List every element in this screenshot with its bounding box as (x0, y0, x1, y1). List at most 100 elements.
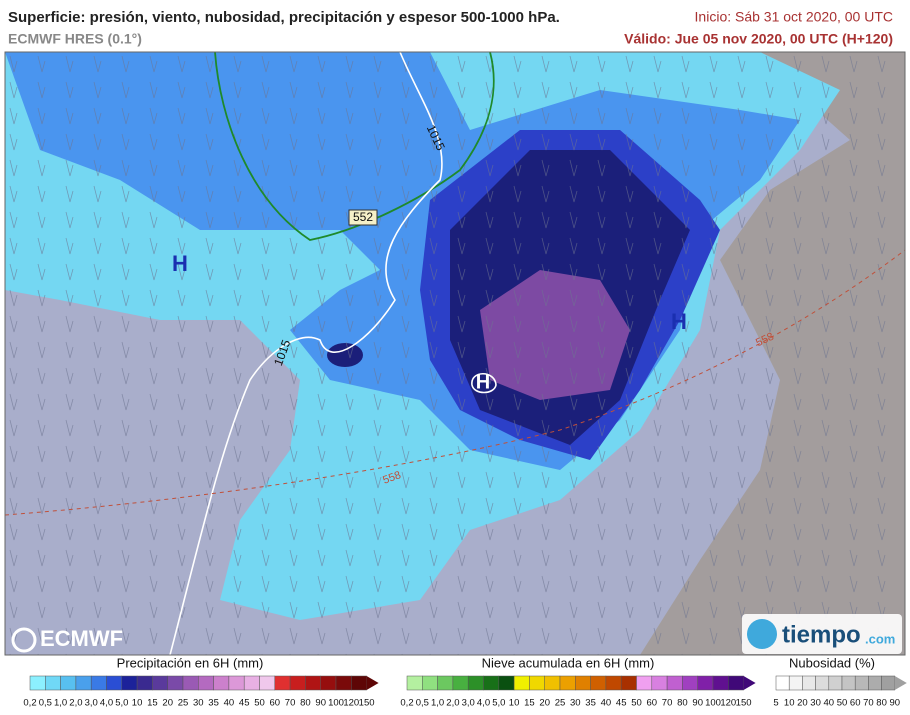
legend-title: Nubosidad (%) (789, 655, 875, 670)
legend-swatch (697, 675, 714, 691)
high-label: H (476, 371, 490, 393)
legend-swatch (406, 675, 423, 691)
thickness-box (348, 209, 378, 226)
valid-time: Válido: Jue 05 nov 2020, 00 UTC (H+120) (624, 31, 893, 47)
wind-barbs (5, 52, 905, 655)
legend-label: 5,0 (115, 698, 128, 709)
legend-label: 0,2 (23, 698, 36, 709)
legend-label: 20 (539, 698, 550, 709)
legend-swatch (228, 675, 245, 691)
legend-title: Nieve acumulada en 6H (mm) (482, 655, 655, 670)
legend-label: 1,0 (54, 698, 67, 709)
legend-swatch (854, 675, 869, 691)
legend-swatch (828, 675, 843, 691)
thickness-line (5, 249, 905, 516)
legend-swatch (152, 675, 168, 691)
legend-swatch (666, 675, 683, 691)
legend-label: 25 (178, 698, 189, 709)
legend-label: 40 (224, 698, 235, 709)
legend-swatch (651, 675, 668, 691)
legend-swatch (590, 675, 607, 691)
isobar-white (169, 52, 443, 655)
legend-swatch (788, 675, 803, 691)
legend-label: 15 (147, 698, 158, 709)
legend-swatch (106, 675, 123, 691)
legend-label: 60 (270, 698, 281, 709)
thickness-label: 552 (353, 210, 373, 224)
legend-swatch (513, 675, 530, 691)
legend-swatch (198, 675, 214, 691)
map-title: Superficie: presión, viento, nubosidad, … (8, 9, 560, 26)
legend-title: Precipitación en 6H (mm) (117, 655, 264, 670)
legend-swatch (529, 675, 545, 691)
tiempo-logo-bg (742, 614, 902, 654)
tiempo-logo: tiempo (782, 621, 861, 648)
legend-label: 10 (132, 698, 143, 709)
legend-label: 40 (824, 698, 835, 709)
legend-label: 70 (662, 698, 673, 709)
high-label: H (172, 251, 188, 276)
legend-label: 50 (254, 698, 265, 709)
legend-swatch (452, 675, 469, 691)
legend-label: 120 (720, 698, 736, 709)
legend-swatch (90, 675, 107, 691)
legend-label: 100 (705, 698, 721, 709)
legend-swatch (605, 675, 622, 691)
legend-label: 80 (876, 698, 887, 709)
legend-label: 90 (315, 698, 326, 709)
legend-swatch (575, 675, 591, 691)
legend-label: 120 (343, 698, 359, 709)
init-time: Inicio: Sáb 31 oct 2020, 00 UTC (695, 9, 893, 25)
legend-label: 0,2 (400, 698, 413, 709)
legend-swatch (167, 675, 184, 691)
ecmwf-logo: ECMWF (40, 626, 123, 651)
legend-label: 45 (239, 698, 250, 709)
legend-label: 3,0 (85, 698, 98, 709)
ecmwf-icon (11, 627, 37, 653)
map-frame (4, 51, 906, 656)
legend-arrow (894, 676, 907, 690)
legend-label: 80 (677, 698, 688, 709)
legend-label: 2,0 (69, 698, 82, 709)
legend-label: 30 (810, 698, 821, 709)
legend-label: 150 (736, 698, 752, 709)
legend-swatch (636, 675, 653, 691)
legend-swatch (320, 675, 337, 691)
legend-label: 2,0 (446, 698, 459, 709)
legend-swatch (121, 675, 138, 691)
legend-label: 25 (555, 698, 566, 709)
legend-label: 100 (328, 698, 344, 709)
legend-swatch (841, 675, 856, 691)
legend-swatch (60, 675, 77, 691)
legend-swatch (728, 675, 744, 691)
legend-swatch (467, 675, 484, 691)
legend-swatch (422, 675, 438, 691)
legend-swatch (775, 675, 790, 691)
legend-swatch (182, 675, 199, 691)
legend-label: 15 (524, 698, 535, 709)
map: H H H 1015 1015 552 558 558 tiempo .com … (5, 52, 905, 655)
legend-label: 50 (631, 698, 642, 709)
legend-swatch (802, 675, 816, 691)
legend-swatch (544, 675, 561, 691)
legend-label: 90 (692, 698, 703, 709)
legend-swatch (289, 675, 306, 691)
legend-swatch (45, 675, 61, 691)
legend-swatch (335, 675, 352, 691)
tiempo-domain: .com (865, 631, 895, 646)
legend-label: 70 (863, 698, 874, 709)
legend-swatch (868, 675, 882, 691)
legend-swatch (498, 675, 515, 691)
legend-label: 35 (585, 698, 596, 709)
legend-label: 150 (359, 698, 375, 709)
legend-label: 90 (890, 698, 901, 709)
legend-label: 3,0 (462, 698, 475, 709)
legend-swatch (559, 675, 576, 691)
thickness-label: 558 (381, 469, 402, 487)
legend-swatch (274, 675, 291, 691)
legend-arrow (366, 676, 379, 690)
legend-label: 80 (300, 698, 311, 709)
legend-label: 1,0 (431, 698, 444, 709)
